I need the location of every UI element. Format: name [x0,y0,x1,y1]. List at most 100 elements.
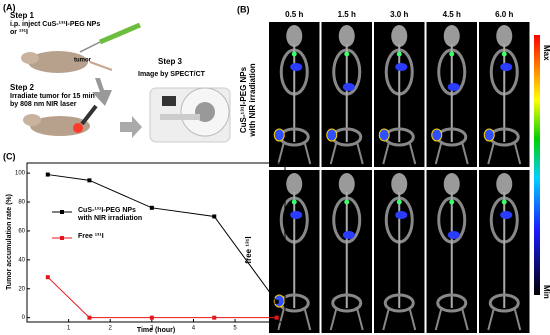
step-title: Step 1 [10,11,35,20]
time-label: 6.0 h [495,10,513,19]
x-tick-label: 3 [150,326,154,332]
y-tick-label: 40 [18,257,25,263]
leg [487,306,496,331]
signal [447,231,460,239]
leg [513,140,522,165]
skull [338,173,355,195]
step-title: Step 3 [158,57,183,66]
time-label: 3.0 h [390,10,408,19]
signal [290,211,303,219]
time-label: 4.5 h [443,10,461,19]
skull [443,25,460,47]
time-label: 0.5 h [285,10,303,19]
panel-b-images [269,22,530,333]
point [212,315,217,320]
tumor-signal [273,294,285,308]
signal [449,199,455,205]
leg [355,140,364,165]
signal [290,63,303,71]
signal [501,199,507,205]
panel-label: (B) [237,4,250,14]
x-tick-label: 1 [67,326,71,332]
signal [342,231,355,239]
y-axis-label: Tumor accumulation rate (%) [6,194,13,290]
pelvis [436,293,468,313]
pelvis [383,293,415,313]
y-tick-label: 20 [18,286,25,292]
signal [396,51,402,57]
colorbar-max: Max [542,45,550,61]
leg [355,306,364,331]
leg [303,140,312,165]
tumor-signal [431,128,443,142]
series-line [47,276,277,319]
signal [291,199,297,205]
point [87,178,92,183]
time-label: 1.5 h [338,10,356,19]
leg [329,306,338,331]
tumor-signal [483,128,495,142]
leg [434,140,443,165]
signal [500,63,513,71]
skull [338,25,355,47]
signal [344,199,350,205]
signal [344,51,350,57]
leg [460,140,469,165]
x-axis-label: Time (hour) [137,327,175,334]
leg [487,140,496,165]
skull [496,25,513,47]
leg [382,140,391,165]
x-tick-label: 4 [192,326,196,332]
tumor-signal [273,128,285,142]
signal [342,83,355,91]
point [45,172,50,177]
signal [291,51,297,57]
tumor-signal [378,128,390,142]
row-label: CuS-¹³¹I-PEG NPs with NIR irradiation [239,63,257,137]
step-text: Image by SPECT/CT [138,71,206,78]
colorbar [534,35,540,295]
leg [408,140,417,165]
signal [395,63,408,71]
panel-label: (C) [3,151,16,161]
point [274,315,279,320]
skull [496,173,513,195]
skull [443,173,460,195]
step-title: Step 2 [10,83,35,92]
tumor-signal [326,128,338,142]
point [149,205,154,210]
leg [277,306,286,331]
leg [434,306,443,331]
leg [303,306,312,331]
point [87,315,92,320]
y-tick-label: 0 [22,315,26,321]
leg [408,306,417,331]
legend-marker [60,236,64,240]
tumor-label: tumor [74,58,92,64]
signal [500,211,513,219]
legend-entry: Free ¹³¹I [78,233,104,240]
leg [277,140,286,165]
point [274,299,279,304]
legend-marker [60,210,64,214]
x-tick-label: 2 [109,326,113,332]
pelvis [488,293,520,313]
skull [391,173,408,195]
point [212,214,217,219]
skull [391,25,408,47]
row-label: free ¹³¹I [244,236,253,264]
panel-label: (A) [3,2,16,12]
leg [460,306,469,331]
point [149,315,154,320]
signal [395,211,408,219]
point [45,275,50,280]
signal [449,51,455,57]
signal [447,83,460,91]
legend-entry: CuS-¹³¹I-PEG NPs with NIR irradiation [78,207,143,222]
plot-frame [26,162,286,323]
leg [329,140,338,165]
plot: 0 20 40 60 80 100 1 2 3 4 5 6 [15,162,286,332]
y-tick-label: 80 [18,200,25,206]
